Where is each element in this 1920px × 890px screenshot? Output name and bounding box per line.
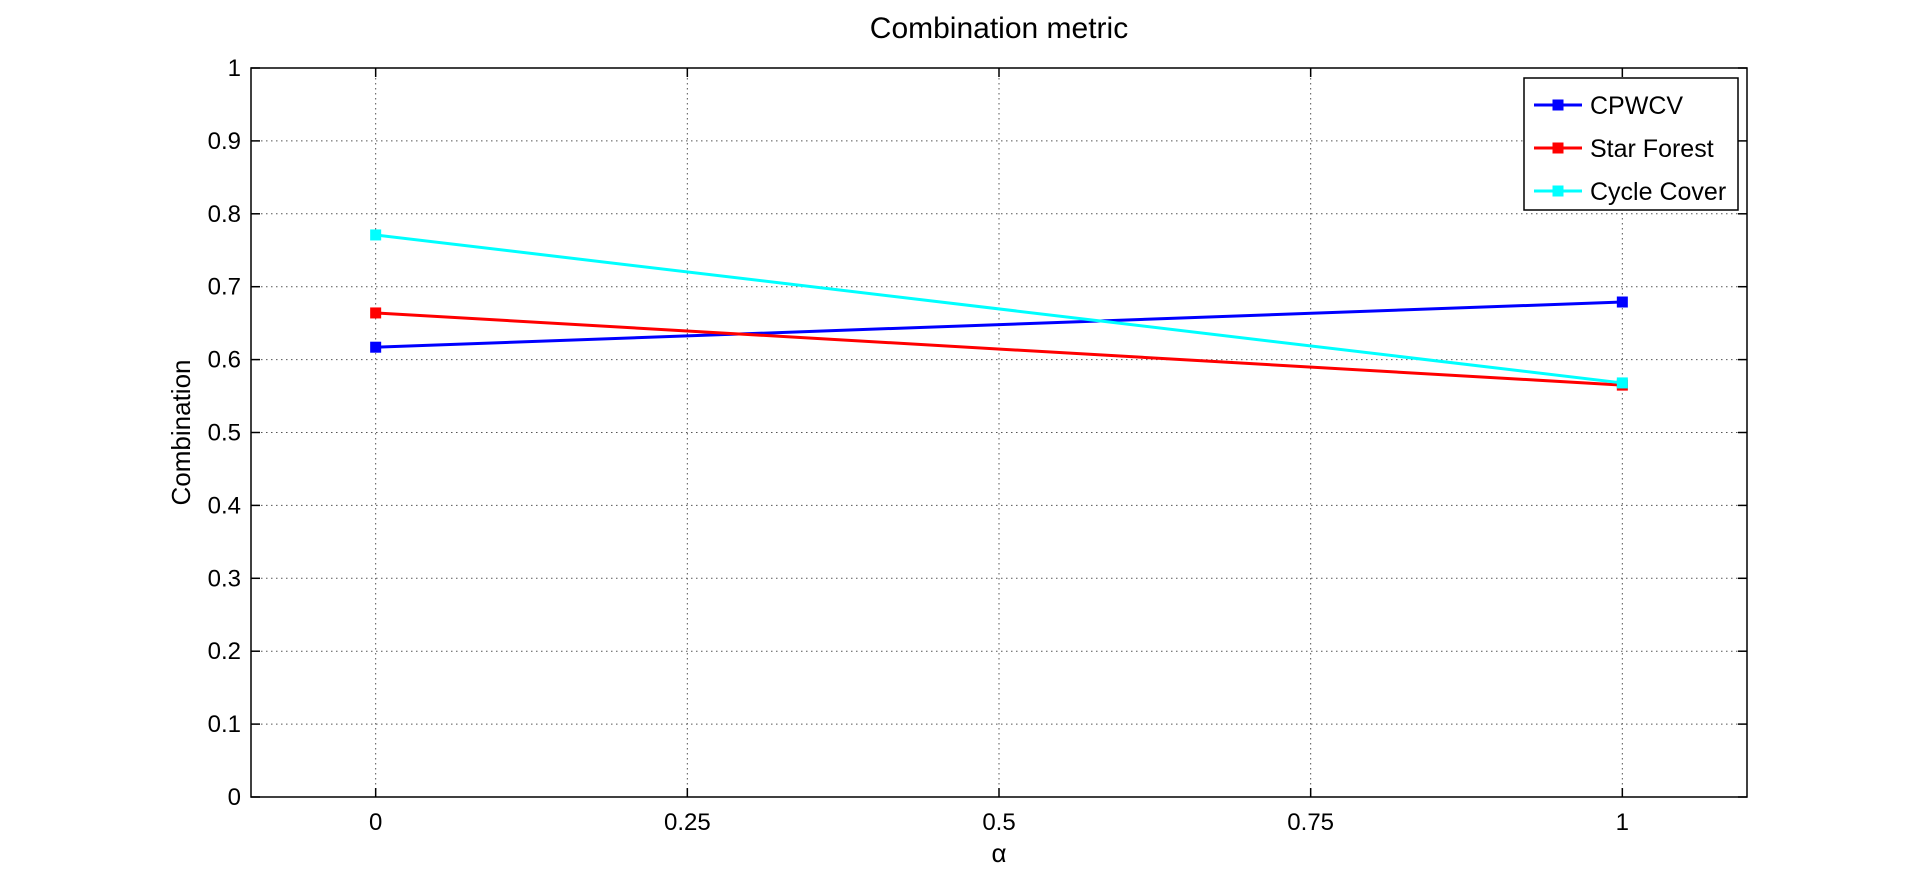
grid [251, 67, 1747, 798]
legend: CPWCV Star Forest Cycle Cover [1523, 77, 1739, 211]
x-tick-label: 0.75 [1287, 809, 1334, 836]
y-tick-label: 0.5 [208, 420, 241, 447]
series-lines [370, 229, 1628, 391]
x-tick-label: 0.25 [664, 809, 711, 836]
y-tick-label: 0.2 [208, 638, 241, 665]
legend-swatch-marker [1552, 99, 1564, 111]
y-tick-label: 0.9 [208, 128, 241, 155]
y-tick-label: 0.3 [208, 565, 241, 592]
x-tick-label: 1 [1616, 809, 1629, 836]
data-point [370, 229, 382, 241]
chart-title: Combination metric [870, 12, 1128, 45]
y-tick-label: 0.4 [208, 492, 241, 519]
y-tick-label: 0.1 [208, 711, 241, 738]
y-tick-label: 0 [228, 784, 241, 811]
series-line-1 [375, 311, 1623, 387]
y-axis-label: Combination [166, 360, 196, 506]
y-tick-label: 0.8 [208, 201, 241, 228]
data-point [1616, 377, 1628, 389]
plot-area-frame [250, 67, 1748, 798]
legend-label: Star Forest [1590, 135, 1714, 163]
data-point [370, 307, 382, 319]
x-tick-label: 0.5 [982, 809, 1015, 836]
legend-label: CPWCV [1590, 92, 1683, 120]
data-point [370, 341, 382, 353]
y-tick-label: 0.6 [208, 347, 241, 374]
data-point [1616, 296, 1628, 308]
chart-text: 0 0.25 0.5 0.75 1 0 0.1 0.2 0.3 0.4 0.5 0.6 0.7 0.8 0.… [166, 12, 1629, 868]
legend-swatch-marker [1552, 185, 1564, 197]
x-tick-label: 0 [369, 809, 382, 836]
series-line-0 [375, 300, 1623, 349]
legend-label: Cycle Cover [1590, 178, 1726, 206]
y-tick-label: 1 [228, 55, 241, 82]
legend-swatch-marker [1552, 142, 1564, 154]
axes [250, 67, 1748, 798]
y-tick-label: 0.7 [208, 274, 241, 301]
x-axis-label: α [991, 838, 1006, 868]
series-line-2 [375, 233, 1623, 385]
